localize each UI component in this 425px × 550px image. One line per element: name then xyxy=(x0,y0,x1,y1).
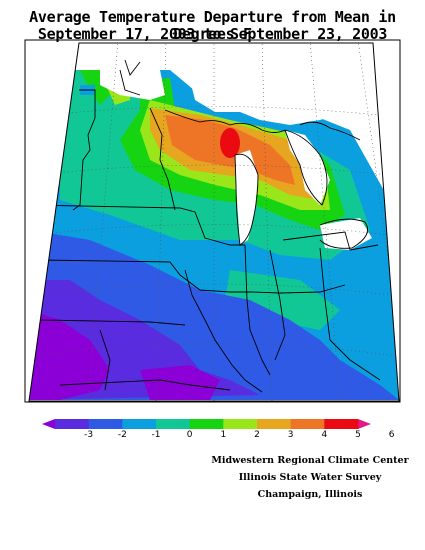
map-title: Average Temperature Departure from Mean … xyxy=(29,8,396,43)
legend-tick-label: 4 xyxy=(321,430,327,440)
legend-swatch xyxy=(55,419,90,429)
credit-line-1: Midwestern Regional Climate Center xyxy=(211,455,409,466)
credit-line-3: Champaign, Illinois xyxy=(257,489,363,500)
contour-fill-layer xyxy=(29,43,399,401)
legend-tick-label: 6 xyxy=(389,430,395,440)
legend-tick-label: 3 xyxy=(288,430,294,440)
legend-swatch xyxy=(122,419,157,429)
map-frame xyxy=(28,42,400,402)
lake-coastlines xyxy=(119,59,369,249)
legend-swatch xyxy=(290,419,325,429)
state-boundaries xyxy=(29,89,381,393)
legend-tick-label: 2 xyxy=(254,430,260,440)
legend-tick-label: 5 xyxy=(355,430,361,440)
legend-tick-label: -3 xyxy=(84,430,93,440)
lat-lon-grid xyxy=(29,43,399,401)
legend-swatch xyxy=(88,419,123,429)
color-legend: -3 -2 -1 0 1 2 3 4 5 6 xyxy=(42,419,395,440)
map-subtitle: September 17, 2003 to September 23, 2003 xyxy=(37,25,388,43)
legend-arrow-high xyxy=(358,419,371,429)
legend-swatch xyxy=(156,419,191,429)
legend-swatch xyxy=(324,419,359,429)
credit-line-2: Illinois State Water Survey xyxy=(238,472,382,483)
legend-tick-label: -2 xyxy=(118,430,127,440)
legend-tick-label: 0 xyxy=(187,430,193,440)
legend-swatch xyxy=(223,419,258,429)
legend-tick-label: 1 xyxy=(220,430,226,440)
map-border xyxy=(24,39,401,403)
legend-arrow-low xyxy=(42,419,55,429)
legend-swatch xyxy=(189,419,224,429)
legend-tick-label: -1 xyxy=(152,430,161,440)
legend-swatch xyxy=(257,419,292,429)
